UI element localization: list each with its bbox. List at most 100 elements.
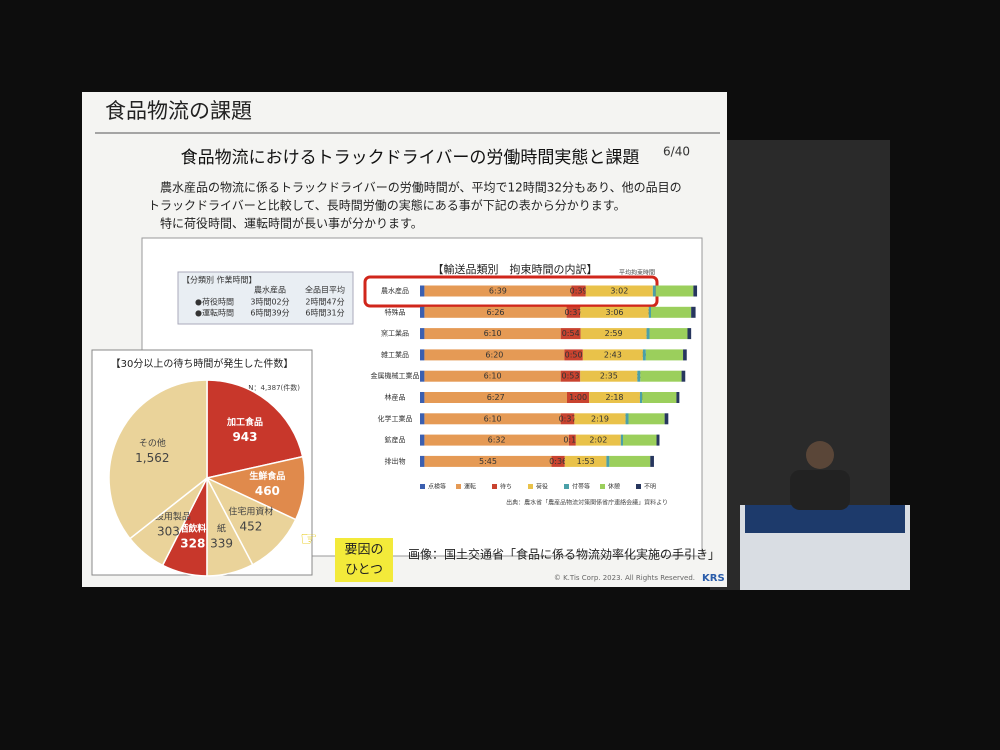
bar-segment [642, 349, 646, 361]
bar-label: 0:50 [565, 350, 583, 359]
bar-label: 2:02 [589, 436, 607, 445]
bar-label: 2:35 [600, 372, 618, 381]
legend-swatch [564, 484, 569, 489]
work-table-header: 農水産品 [254, 285, 286, 295]
caption: 画像：国土交通省「食品に係る物流効率化実施の手引き」 [408, 547, 720, 562]
work-table-cell: 2時間47分 [305, 298, 344, 307]
legend-swatch [420, 484, 425, 489]
bar-segment [424, 392, 567, 403]
bar-segment [655, 285, 694, 297]
slice-value: 452 [239, 519, 262, 533]
slice-value: 943 [232, 430, 257, 444]
bar-segment [623, 434, 657, 446]
bar-label: 0:39 [570, 287, 588, 296]
row-label: 金属機械工業品 [371, 371, 420, 380]
bar-label: 6:26 [487, 308, 505, 317]
bar-label: 6:27 [487, 393, 505, 402]
slice-value: 339 [210, 536, 233, 550]
bar-segment [650, 455, 654, 467]
bar-segment [424, 285, 572, 297]
bar-label: 0:54 [562, 329, 580, 338]
slice-name: 加工食品 [226, 416, 263, 428]
work-table [177, 271, 354, 325]
bar-segment [566, 306, 581, 318]
bar-segment [609, 455, 651, 467]
bar-segment [693, 285, 698, 297]
bar-segment [664, 413, 669, 425]
bar-segment [625, 413, 629, 425]
bar-segment [564, 455, 607, 467]
callout-bg [335, 538, 393, 582]
bar-label: 0:36 [549, 457, 567, 466]
bar-segment [567, 392, 590, 403]
legend-label: 点検等 [428, 483, 446, 491]
bar-segment [560, 370, 581, 382]
row-label: 鉱産品 [385, 435, 406, 444]
legend-label: 運転 [464, 483, 476, 491]
work-table-cell: 6時間39分 [250, 309, 289, 318]
slice-name: 紙 [217, 522, 226, 534]
bar-label: 0:37 [559, 414, 577, 423]
pie-note: N：4,387(件数) [248, 383, 300, 392]
bar-segment [575, 434, 621, 446]
slice-name: 酒飲料 [179, 523, 206, 535]
bar-segment [424, 349, 565, 361]
speaker-body [790, 470, 850, 510]
bar-segment [580, 370, 638, 382]
bar-segment [585, 285, 653, 297]
work-table-title: 【分類別 作業時間】 [182, 275, 257, 285]
legend-swatch [456, 484, 461, 489]
slice-name: 生鮮食品 [249, 470, 285, 482]
bar-segment [424, 413, 561, 425]
bar-segment [589, 392, 640, 403]
bar-label: 1:00 [569, 393, 587, 402]
section-title: 食品物流の課題 [105, 99, 252, 123]
bar-segment [580, 306, 649, 318]
bar-segment [656, 434, 660, 446]
pie-slice [108, 379, 208, 540]
legend-label: 付帯等 [572, 483, 590, 491]
bar-segment [424, 328, 561, 340]
bar-segment [420, 413, 425, 425]
row-label: 林産品 [385, 393, 406, 402]
bar-segment [420, 328, 425, 340]
callout: 要因の [344, 543, 383, 558]
total-header: 平均拘束時間 [619, 269, 655, 277]
row-label: 特殊品 [385, 307, 406, 316]
bar-segment [683, 349, 687, 361]
bar-label: 2:59 [605, 329, 623, 338]
bar-label: 2:18 [606, 393, 624, 402]
callout: ひとつ [345, 563, 383, 578]
legend-label: 休憩 [608, 483, 620, 491]
bar-segment [606, 455, 610, 467]
bar-segment [424, 306, 567, 318]
bar-segment [560, 328, 581, 340]
work-table-cell: ●荷役時間 [195, 297, 234, 307]
bar-label: 0:19 [563, 436, 581, 445]
legend-swatch [636, 484, 641, 489]
bar-segment [620, 434, 623, 446]
work-table-header: 全品目平均 [305, 285, 345, 295]
bar-segment [564, 349, 583, 361]
bar-segment [424, 455, 552, 467]
pointing-hand: ☞ [300, 527, 318, 551]
bar-label: 0:37 [564, 308, 582, 317]
slice-value: 328 [180, 537, 205, 551]
row-label: 排出物 [385, 456, 406, 465]
legend-swatch [528, 484, 533, 489]
bar-label: 6:10 [484, 372, 502, 381]
bar-segment [582, 349, 643, 361]
slice-name: 住宅用資材 [228, 505, 273, 517]
bar-label: 3:02 [610, 287, 628, 296]
bar-segment [571, 285, 586, 297]
bar-segment [580, 328, 647, 340]
body-line: トラックドライバーと比較して、長時間労働の実態にある事が下記の表から分かります。 [148, 198, 626, 213]
bar-segment [646, 328, 650, 340]
bar-segment [420, 392, 425, 403]
bar-label: 2:19 [591, 414, 609, 423]
bar-label: 0:53 [562, 372, 580, 381]
bar-segment [642, 392, 677, 403]
bar-segment [574, 413, 626, 425]
bar-segment [420, 349, 425, 361]
